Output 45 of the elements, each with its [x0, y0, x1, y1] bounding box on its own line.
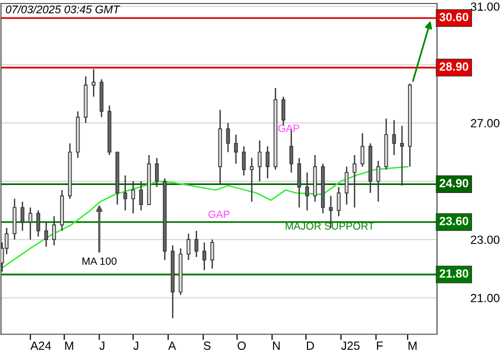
annotation: 07/03/2025 03:45 GMT	[6, 5, 120, 14]
candlestick	[36, 210, 40, 238]
y-tick-label: 23.00	[470, 236, 500, 244]
ref-line-label: 21.80	[440, 269, 468, 278]
candlestick	[360, 132, 364, 168]
candlestick	[226, 122, 230, 153]
candlestick	[305, 172, 309, 212]
candlestick	[202, 242, 206, 271]
candlestick	[194, 230, 198, 258]
ref-line-label: 28.90	[440, 62, 468, 71]
x-tick-label: J25	[341, 342, 360, 350]
x-tick-label: N	[273, 342, 280, 350]
candlestick	[392, 119, 396, 156]
x-tick-label: F	[376, 342, 383, 350]
y-tick-label: 31.00	[470, 2, 500, 11]
x-tick-label: J	[133, 342, 138, 350]
x-tick-label: O	[238, 342, 246, 350]
annotation: MA 100	[82, 257, 117, 265]
x-tick-label: M	[408, 342, 416, 350]
candlestick	[266, 146, 270, 179]
x-tick-label: A	[168, 342, 176, 350]
annotation: GAP	[208, 210, 230, 218]
candlestick	[234, 134, 238, 164]
annotation: GAP	[278, 124, 300, 132]
ref-line-label: 30.60	[439, 12, 468, 22]
candlestick	[20, 201, 24, 232]
candlestick	[139, 180, 143, 212]
x-tick-label: S	[204, 342, 211, 350]
candlestick	[154, 157, 159, 188]
candlestick	[242, 146, 246, 176]
x-tick-label: A24	[30, 342, 52, 350]
x-tick-label: D	[306, 342, 314, 350]
candlestick	[336, 186, 341, 217]
candlestick	[123, 174, 128, 212]
candlestick	[92, 68, 96, 98]
x-tick-label: J	[99, 342, 104, 350]
ref-line-label: 23.60	[440, 216, 468, 226]
y-tick-label: 21.00	[470, 294, 500, 302]
ref-line-label: 24.90	[440, 178, 468, 188]
x-tick-label: M	[65, 342, 74, 350]
candlestick	[44, 221, 48, 248]
annotation: MAJOR SUPPORT	[286, 222, 374, 230]
y-tick-label: 27.00	[470, 119, 500, 128]
candlestick	[400, 125, 404, 186]
candlestick	[297, 157, 302, 208]
